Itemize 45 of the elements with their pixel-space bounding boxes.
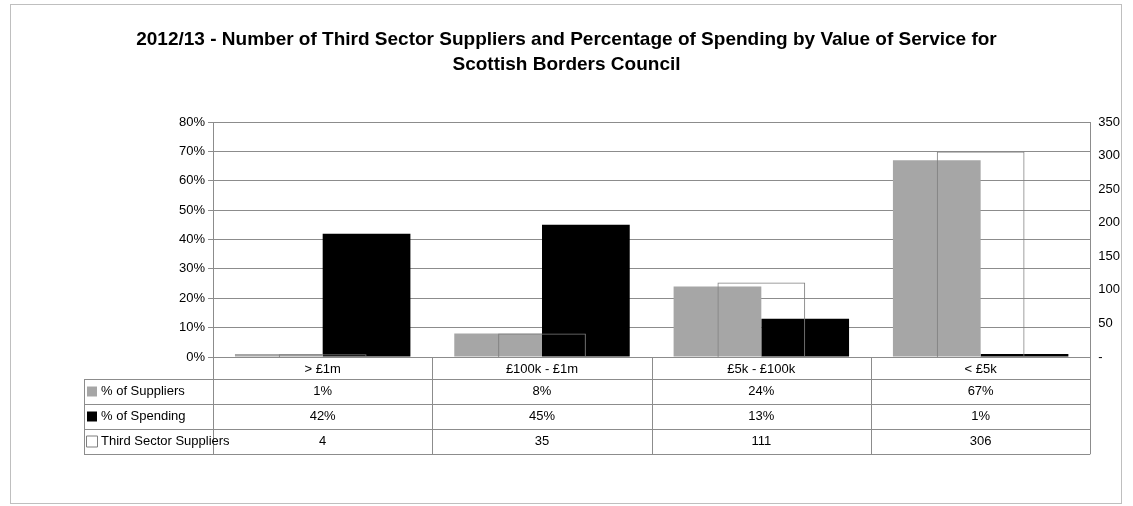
data-label: 306 — [969, 433, 992, 449]
data-label: 1% — [971, 408, 991, 424]
y2-tick-label: 50 — [1098, 315, 1113, 331]
y-tick-label: 50% — [178, 201, 206, 217]
y-tick-label: 10% — [178, 319, 206, 335]
bar — [542, 224, 630, 357]
y2-tick-label: 250 — [1098, 180, 1121, 196]
data-label: 45% — [528, 408, 556, 424]
y-tick-label: 80% — [178, 113, 206, 129]
bar — [761, 318, 850, 357]
legend-label: Third Sector Suppliers — [101, 433, 231, 449]
bar — [980, 354, 1069, 357]
bar — [322, 233, 411, 357]
data-label: 4 — [319, 433, 327, 449]
y2-tick-label: 300 — [1098, 147, 1121, 163]
y2-tick-label: 350 — [1098, 113, 1121, 129]
x-tick-label: £5k - £100k — [727, 360, 796, 376]
legend-label: % of Spending — [101, 408, 186, 424]
y-tick-label: 30% — [178, 260, 206, 276]
data-label: 35 — [534, 433, 550, 449]
data-label: 42% — [309, 408, 337, 424]
bar — [454, 333, 542, 357]
y-tick-label: 20% — [178, 289, 206, 305]
y2-tick-label: 150 — [1098, 247, 1121, 263]
x-tick-label: > £1m — [304, 360, 341, 376]
y-tick-label: 40% — [178, 231, 206, 247]
y2-tick-label: 200 — [1098, 214, 1121, 230]
data-label: 111 — [751, 433, 772, 449]
data-label: 1% — [313, 383, 333, 399]
x-tick-label: < £5k — [964, 360, 998, 376]
y-tick-label: 0% — [186, 348, 206, 364]
data-label: 13% — [748, 408, 775, 424]
legend-label: % of Suppliers — [101, 383, 186, 399]
data-label: 67% — [967, 383, 995, 399]
bar — [892, 160, 981, 357]
y2-tick-label: 100 — [1098, 281, 1121, 297]
bar — [673, 286, 762, 357]
bar — [234, 354, 323, 357]
data-label: 8% — [532, 383, 552, 399]
data-label: 24% — [748, 383, 775, 399]
y2-tick-label: - — [1098, 348, 1103, 364]
x-tick-label: £100k - £1m — [505, 360, 579, 376]
y-tick-label: 60% — [178, 172, 206, 188]
chart-title: 2012/13 - Number of Third Sector Suppliers and Percentage of Spending by Value of Service for Scottish Borders Council — [135, 27, 998, 76]
y-tick-label: 70% — [178, 142, 206, 158]
